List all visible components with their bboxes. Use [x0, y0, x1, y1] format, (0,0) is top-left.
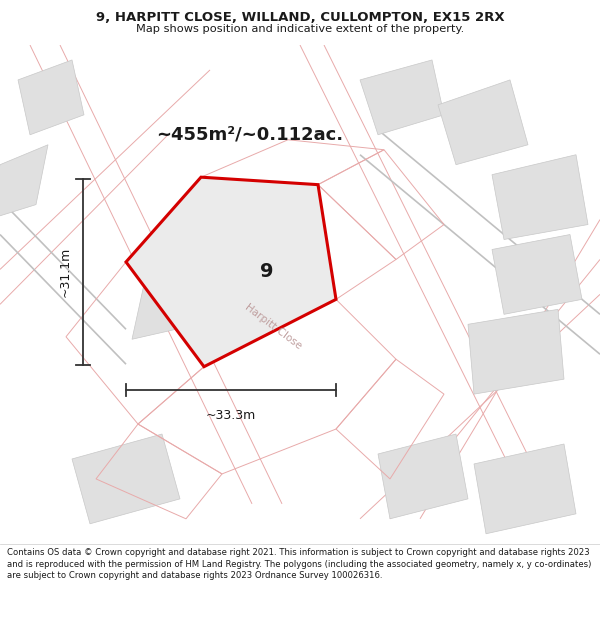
Polygon shape: [492, 234, 582, 314]
Text: 9: 9: [260, 262, 274, 281]
Polygon shape: [126, 177, 336, 367]
Text: Harpitt Close: Harpitt Close: [243, 302, 303, 351]
Text: ~33.3m: ~33.3m: [206, 409, 256, 422]
Polygon shape: [492, 155, 588, 239]
Polygon shape: [360, 60, 444, 135]
Text: ~31.1m: ~31.1m: [59, 247, 72, 297]
Text: 9, HARPITT CLOSE, WILLAND, CULLOMPTON, EX15 2RX: 9, HARPITT CLOSE, WILLAND, CULLOMPTON, E…: [95, 11, 505, 24]
Polygon shape: [18, 60, 84, 135]
Text: ~455m²/~0.112ac.: ~455m²/~0.112ac.: [156, 126, 343, 144]
Polygon shape: [72, 434, 180, 524]
Text: Map shows position and indicative extent of the property.: Map shows position and indicative extent…: [136, 24, 464, 34]
Polygon shape: [468, 309, 564, 394]
Polygon shape: [204, 254, 282, 344]
Polygon shape: [438, 80, 528, 165]
Polygon shape: [378, 434, 468, 519]
Polygon shape: [474, 444, 576, 534]
Polygon shape: [0, 145, 48, 219]
Polygon shape: [132, 269, 210, 339]
Text: Contains OS data © Crown copyright and database right 2021. This information is : Contains OS data © Crown copyright and d…: [7, 548, 592, 581]
